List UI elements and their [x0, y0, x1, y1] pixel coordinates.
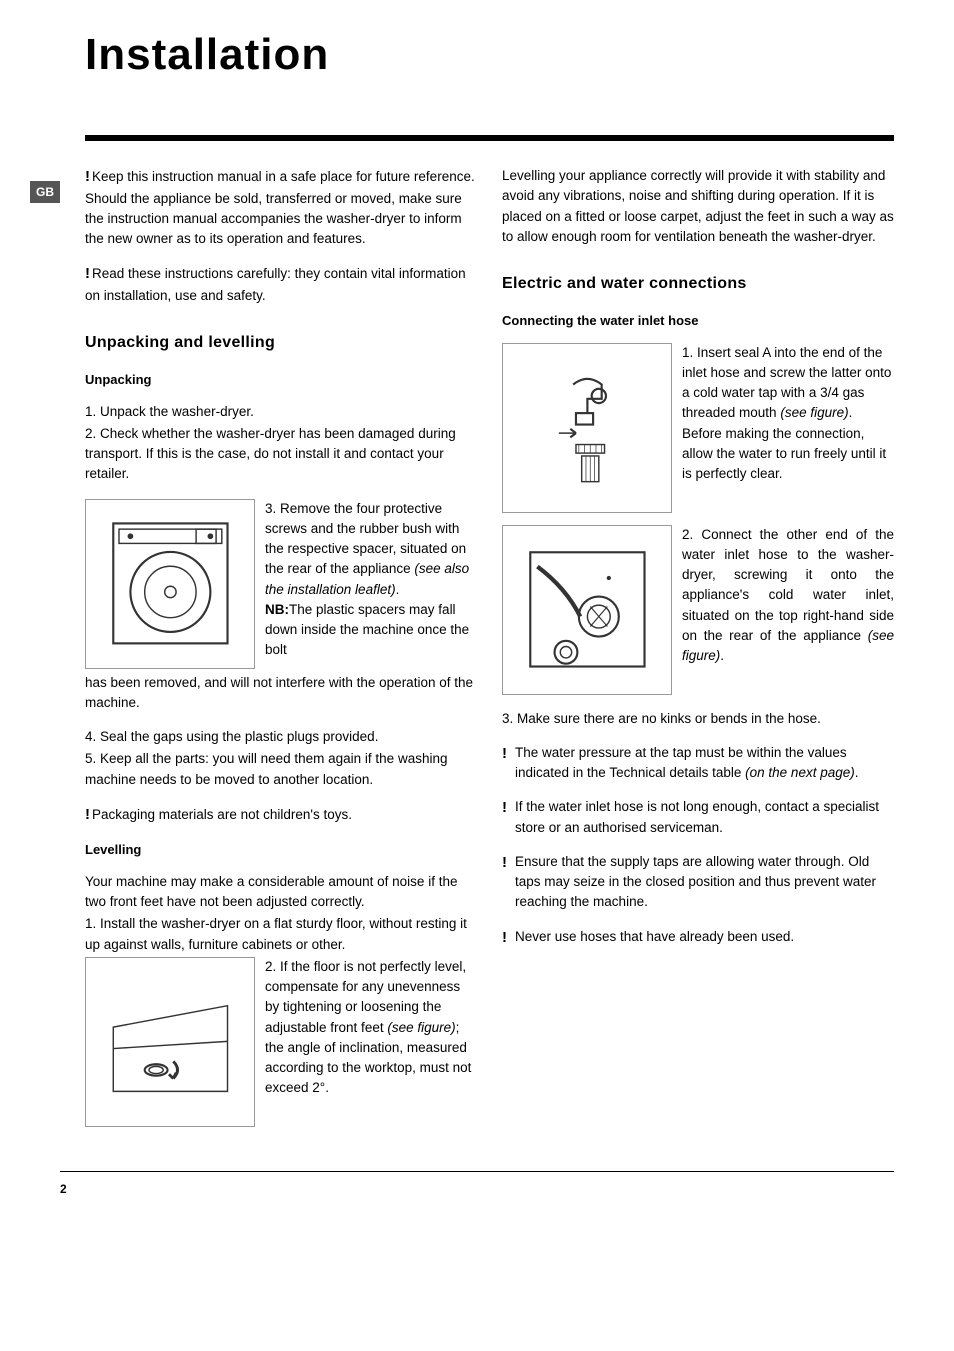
washer-foot-diagram [85, 957, 255, 1127]
step-text: 2. Check whether the washer-dryer has be… [85, 424, 477, 485]
warning-icon: ! [85, 265, 90, 282]
image-text-block: 1. Insert seal A into the end of the inl… [502, 343, 894, 513]
tap-connection-diagram [502, 343, 672, 513]
warning-icon: ! [85, 168, 90, 185]
step-text: 1. Unpack the washer-dryer. [85, 402, 477, 422]
warning-item-text: If the water inlet hose is not long enou… [515, 797, 894, 838]
inlet-svg [516, 538, 659, 681]
warning-item-text: Ensure that the supply taps are allowing… [515, 852, 894, 913]
sub-heading: Connecting the water inlet hose [502, 311, 894, 331]
warning-icon: ! [502, 927, 507, 950]
section-heading: Electric and water connections [502, 272, 894, 296]
language-tag: GB [30, 181, 60, 203]
step-text: 1. Install the washer-dryer on a flat st… [85, 914, 477, 955]
image-text-block: 2. Connect the other end of the water in… [502, 525, 894, 695]
hose-step2-part1: 2. Connect the other end of the water in… [682, 527, 894, 643]
horizontal-divider [85, 135, 894, 141]
section-heading: Unpacking and levelling [85, 331, 477, 355]
nb-text: The plastic spacers may fall down inside… [265, 602, 469, 658]
warning-icon: ! [502, 852, 507, 913]
levelling-continuation: Levelling your appliance correctly will … [502, 166, 894, 247]
washer-foot-svg [99, 970, 242, 1113]
warning-item: !If the water inlet hose is not long eno… [502, 797, 894, 838]
warning-text: Read these instructions carefully: they … [85, 266, 466, 303]
levelling-step2-italic: (see figure) [387, 1020, 455, 1035]
image-text-block: 3. Remove the four protective screws and… [85, 499, 477, 669]
warning-item: !Ensure that the supply taps are allowin… [502, 852, 894, 913]
levelling-intro: Your machine may make a considerable amo… [85, 872, 477, 913]
warning-paragraph: !Read these instructions carefully: they… [85, 263, 477, 306]
page-number: 2 [60, 1182, 894, 1196]
footer-divider [60, 1171, 894, 1172]
tap-svg [516, 356, 659, 499]
step3-text: 3. Remove the four protective screws and… [265, 499, 477, 661]
warning-paragraph: !Keep this instruction manual in a safe … [85, 166, 477, 249]
sub-heading: Unpacking [85, 370, 477, 390]
image-text-block: 2. If the floor is not perfectly level, … [85, 957, 477, 1127]
warning-list: !The water pressure at the tap must be w… [502, 743, 894, 949]
warning-text: Keep this instruction manual in a safe p… [85, 169, 475, 246]
warning-paragraph: !Packaging materials are not children's … [85, 804, 477, 827]
warning-item-text: The water pressure at the tap must be wi… [515, 743, 894, 784]
washer-rear-diagram [85, 499, 255, 669]
warning-icon: ! [85, 806, 90, 823]
warning-text: Packaging materials are not children's t… [92, 807, 352, 822]
hose-step1-italic: (see figure) [780, 405, 848, 420]
hose-step1-text: 1. Insert seal A into the end of the inl… [682, 343, 894, 485]
sub-heading: Levelling [85, 840, 477, 860]
nb-label: NB: [265, 602, 289, 617]
inlet-connection-diagram [502, 525, 672, 695]
right-column: Levelling your appliance correctly will … [502, 166, 894, 1131]
step3-continuation: has been removed, and will not interfere… [85, 673, 477, 714]
levelling-step2-text: 2. If the floor is not perfectly level, … [265, 957, 477, 1099]
warning-item: !The water pressure at the tap must be w… [502, 743, 894, 784]
warning-icon: ! [502, 797, 507, 838]
left-column: !Keep this instruction manual in a safe … [85, 166, 477, 1131]
step-text: 4. Seal the gaps using the plastic plugs… [85, 727, 477, 747]
washer-rear-svg [99, 512, 242, 655]
columns-wrapper: !Keep this instruction manual in a safe … [85, 166, 894, 1131]
hose-step2-text: 2. Connect the other end of the water in… [682, 525, 894, 667]
step-text: 3. Make sure there are no kinks or bends… [502, 709, 894, 729]
page-title: Installation [85, 30, 894, 80]
warning-icon: ! [502, 743, 507, 784]
warning-item: ! Never use hoses that have already been … [502, 927, 894, 950]
step-text: 5. Keep all the parts: you will need the… [85, 749, 477, 790]
content-area: GB !Keep this instruction manual in a sa… [30, 166, 894, 1131]
hose-step2-part2: . [720, 648, 724, 663]
warning-item-text: Never use hoses that have already been u… [515, 927, 894, 950]
